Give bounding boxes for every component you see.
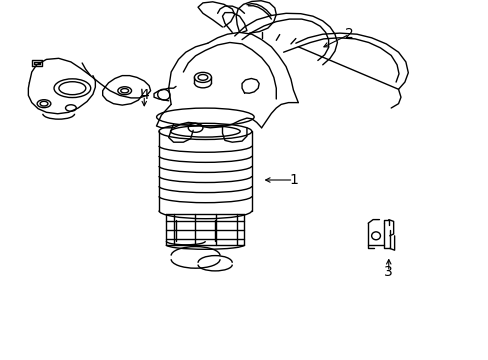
Text: 1: 1 — [288, 173, 297, 187]
Text: 3: 3 — [384, 265, 392, 279]
Text: 2: 2 — [345, 27, 353, 41]
Text: 4: 4 — [140, 89, 148, 102]
